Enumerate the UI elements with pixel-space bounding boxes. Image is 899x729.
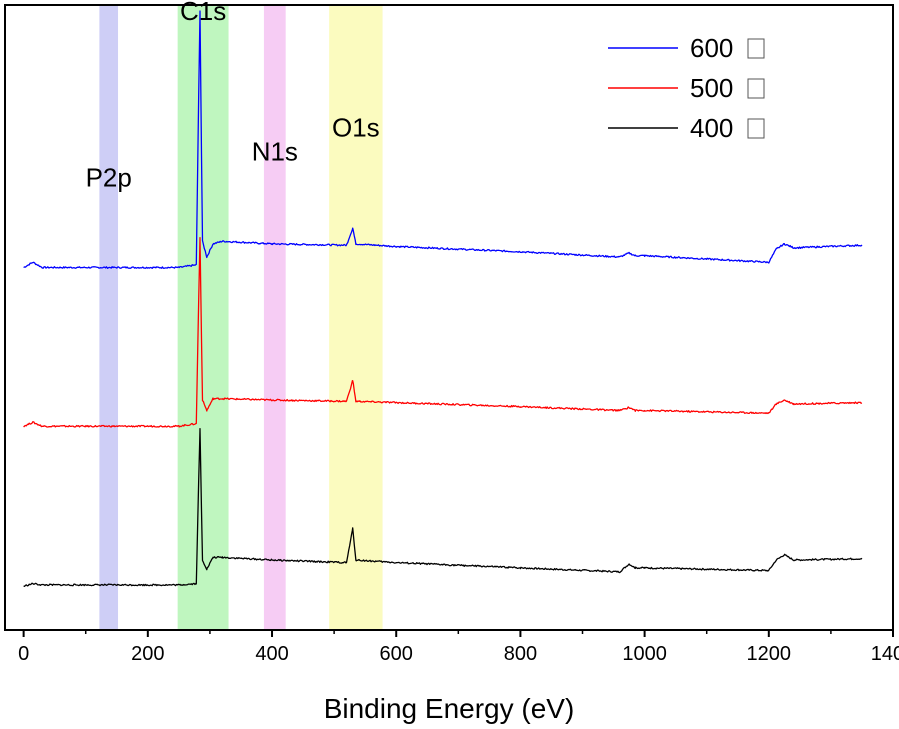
band-label-n1s: N1s	[252, 137, 298, 167]
band-o1s	[329, 6, 383, 629]
band-labels: P2p C1s N1s O1s	[86, 0, 380, 192]
plot-frame	[4, 4, 894, 631]
x-tick-label: 800	[504, 643, 537, 665]
legend-unit-glyph	[747, 78, 765, 99]
x-tick-label: 400	[255, 643, 288, 665]
legend-label-500: 500	[690, 73, 733, 103]
x-tick-label: 1200	[747, 643, 792, 665]
x-tick-label: 0	[18, 643, 29, 665]
legend-unit-glyph	[747, 118, 765, 139]
band-c1s	[177, 6, 229, 629]
legend-label-600: 600	[690, 33, 733, 63]
band-label-p2p: P2p	[86, 162, 132, 192]
x-axis-title: Binding Energy (eV)	[324, 693, 575, 724]
x-tick-label: 600	[380, 643, 413, 665]
x-tick-label: 200	[131, 643, 164, 665]
x-tick-label: 1400	[871, 643, 899, 665]
series-line-500	[23, 236, 863, 428]
x-axis-ticks: 0 200 400 600 800 1000 1200 1400	[18, 630, 899, 665]
band-label-c1s: C1s	[180, 0, 226, 26]
legend: 600 500 400	[608, 33, 765, 143]
legend-unit-glyph	[747, 38, 765, 59]
band-p2p	[99, 6, 119, 629]
series-line-600	[23, 10, 863, 269]
band-label-o1s: O1s	[332, 112, 380, 142]
series-lines	[23, 10, 863, 587]
band-n1s	[263, 6, 286, 629]
x-tick-label: 1000	[622, 643, 667, 665]
legend-label-400: 400	[690, 113, 733, 143]
series-line-400	[23, 428, 863, 587]
highlight-bands	[99, 6, 383, 629]
